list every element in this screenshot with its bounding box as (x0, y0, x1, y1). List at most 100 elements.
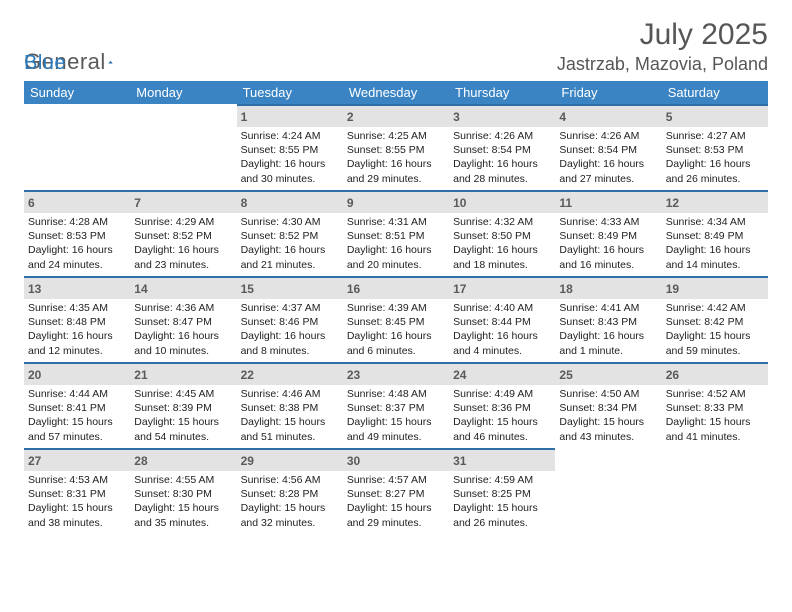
day-header: Friday (555, 81, 661, 104)
calendar-cell: 28Sunrise: 4:55 AMSunset: 8:30 PMDayligh… (130, 448, 236, 534)
day-info: Sunrise: 4:52 AMSunset: 8:33 PMDaylight:… (666, 387, 764, 444)
day-number-row: 10 (449, 192, 555, 213)
day-info: Sunrise: 4:46 AMSunset: 8:38 PMDaylight:… (241, 387, 339, 444)
day-number: 9 (347, 196, 354, 210)
day-number: 6 (28, 196, 35, 210)
calendar-cell: 26Sunrise: 4:52 AMSunset: 8:33 PMDayligh… (662, 362, 768, 448)
day-number-row: 30 (343, 450, 449, 471)
day-number-row: 5 (662, 106, 768, 127)
calendar-cell (555, 448, 661, 534)
day-number: 3 (453, 110, 460, 124)
day-number-row: 31 (449, 450, 555, 471)
day-info: Sunrise: 4:44 AMSunset: 8:41 PMDaylight:… (28, 387, 126, 444)
calendar-cell: 13Sunrise: 4:35 AMSunset: 8:48 PMDayligh… (24, 276, 130, 362)
day-number-row: 8 (237, 192, 343, 213)
day-number: 2 (347, 110, 354, 124)
day-header: Thursday (449, 81, 555, 104)
day-info: Sunrise: 4:29 AMSunset: 8:52 PMDaylight:… (134, 215, 232, 272)
calendar-cell: 21Sunrise: 4:45 AMSunset: 8:39 PMDayligh… (130, 362, 236, 448)
day-number: 29 (241, 454, 254, 468)
calendar-cell: 22Sunrise: 4:46 AMSunset: 8:38 PMDayligh… (237, 362, 343, 448)
day-number: 16 (347, 282, 360, 296)
calendar-cell: 23Sunrise: 4:48 AMSunset: 8:37 PMDayligh… (343, 362, 449, 448)
day-number-row: 21 (130, 364, 236, 385)
calendar-cell: 14 Sunrise: 4:36 AMSunset: 8:47 PMDayligh… (130, 276, 236, 362)
day-info: Sunrise: 4:49 AMSunset: 8:36 PMDaylight:… (453, 387, 551, 444)
day-header: Wednesday (343, 81, 449, 104)
day-info: Sunrise: 4:56 AMSunset: 8:28 PMDaylight:… (241, 473, 339, 530)
day-number-row: 28 (130, 450, 236, 471)
day-number: 11 (559, 196, 572, 210)
day-number-row: 18 (555, 278, 661, 299)
day-number-row: 22 (237, 364, 343, 385)
calendar-cell: 6 Sunrise: 4:28 AMSunset: 8:53 PMDaylight… (24, 190, 130, 276)
day-number-row: 19 (662, 278, 768, 299)
day-info: Sunrise: 4:36 AMSunset: 8:47 PMDaylight:… (134, 301, 232, 358)
day-info: Sunrise: 4:28 AMSunset: 8:53 PMDaylight:… (28, 215, 126, 272)
day-info: Sunrise: 4:24 AMSunset: 8:55 PMDaylight:… (241, 129, 339, 186)
calendar-cell: 31Sunrise: 4:59 AMSunset: 8:25 PMDayligh… (449, 448, 555, 534)
day-info: Sunrise: 4:39 AMSunset: 8:45 PMDaylight:… (347, 301, 445, 358)
calendar-cell: 2 Sunrise: 4:25 AMSunset: 8:55 PMDaylight… (343, 104, 449, 190)
calendar-cell (130, 104, 236, 190)
calendar-cell: 4 Sunrise: 4:26 AMSunset: 8:54 PMDaylight… (555, 104, 661, 190)
calendar-body: 1Sunrise: 4:24 AMSunset: 8:55 PMDaylight… (24, 104, 768, 534)
calendar-cell: 17Sunrise: 4:40 AMSunset: 8:44 PMDayligh… (449, 276, 555, 362)
day-info: Sunrise: 4:31 AMSunset: 8:51 PMDaylight:… (347, 215, 445, 272)
calendar-page: General July 2025 Jastrzab, Mazovia, Pol… (0, 0, 792, 612)
calendar-row: 6 Sunrise: 4:28 AMSunset: 8:53 PMDaylight… (24, 190, 768, 276)
day-info: Sunrise: 4:32 AMSunset: 8:50 PMDaylight:… (453, 215, 551, 272)
calendar-row: 20 Sunrise: 4:44 AMSunset: 8:41 PMDayligh… (24, 362, 768, 448)
day-info: Sunrise: 4:59 AMSunset: 8:25 PMDaylight:… (453, 473, 551, 530)
calendar-cell: 3Sunrise: 4:26 AMSunset: 8:54 PMDaylight… (449, 104, 555, 190)
calendar-cell: 20 Sunrise: 4:44 AMSunset: 8:41 PMDayligh… (24, 362, 130, 448)
day-info: Sunrise: 4:25 AMSunset: 8:55 PMDaylight:… (347, 129, 445, 186)
day-number-row: 7 (130, 192, 236, 213)
day-number: 14 (134, 282, 147, 296)
day-info: Sunrise: 4:55 AMSunset: 8:30 PMDaylight:… (134, 473, 232, 530)
day-number: 25 (559, 368, 572, 382)
calendar-cell: 27Sunrise: 4:53 AMSunset: 8:31 PMDayligh… (24, 448, 130, 534)
calendar-cell: 25Sunrise: 4:50 AMSunset: 8:34 PMDayligh… (555, 362, 661, 448)
day-number: 4 (559, 110, 566, 124)
day-number-row: 9 (343, 192, 449, 213)
calendar-cell: 1Sunrise: 4:24 AMSunset: 8:55 PMDaylight… (237, 104, 343, 190)
day-number-row: 24 (449, 364, 555, 385)
day-header: Sunday (24, 81, 130, 104)
day-number-row: 27 (24, 450, 130, 471)
day-number: 30 (347, 454, 360, 468)
day-number-row: 6 (24, 192, 130, 213)
day-number-row: 11 (555, 192, 661, 213)
calendar-cell: 9 Sunrise: 4:31 AMSunset: 8:51 PMDaylight… (343, 190, 449, 276)
calendar-cell: 16 Sunrise: 4:39 AMSunset: 8:45 PMDayligh… (343, 276, 449, 362)
calendar-cell: 7Sunrise: 4:29 AMSunset: 8:52 PMDaylight… (130, 190, 236, 276)
day-info: Sunrise: 4:41 AMSunset: 8:43 PMDaylight:… (559, 301, 657, 358)
calendar-table: SundayMondayTuesdayWednesdayThursdayFrid… (24, 81, 768, 534)
day-number-row: 13 (24, 278, 130, 299)
day-number: 21 (134, 368, 147, 382)
title-block: July 2025 Jastrzab, Mazovia, Poland (557, 18, 768, 75)
day-number: 20 (28, 368, 41, 382)
day-info: Sunrise: 4:34 AMSunset: 8:49 PMDaylight:… (666, 215, 764, 272)
day-number-row: 20 (24, 364, 130, 385)
header: General July 2025 Jastrzab, Mazovia, Pol… (24, 18, 768, 75)
calendar-row: 27Sunrise: 4:53 AMSunset: 8:31 PMDayligh… (24, 448, 768, 534)
calendar-cell: 18Sunrise: 4:41 AMSunset: 8:43 PMDayligh… (555, 276, 661, 362)
day-number: 13 (28, 282, 41, 296)
day-info: Sunrise: 4:33 AMSunset: 8:49 PMDaylight:… (559, 215, 657, 272)
day-info: Sunrise: 4:48 AMSunset: 8:37 PMDaylight:… (347, 387, 445, 444)
day-info: Sunrise: 4:40 AMSunset: 8:44 PMDaylight:… (453, 301, 551, 358)
day-info: Sunrise: 4:26 AMSunset: 8:54 PMDaylight:… (559, 129, 657, 186)
calendar-cell: 15Sunrise: 4:37 AMSunset: 8:46 PMDayligh… (237, 276, 343, 362)
day-info: Sunrise: 4:37 AMSunset: 8:46 PMDaylight:… (241, 301, 339, 358)
day-number-row: 29 (237, 450, 343, 471)
day-number-row: 15 (237, 278, 343, 299)
calendar-cell: 12Sunrise: 4:34 AMSunset: 8:49 PMDayligh… (662, 190, 768, 276)
day-number-row: 3 (449, 106, 555, 127)
calendar-cell: 30Sunrise: 4:57 AMSunset: 8:27 PMDayligh… (343, 448, 449, 534)
calendar-cell: 29 Sunrise: 4:56 AMSunset: 8:28 PMDayligh… (237, 448, 343, 534)
day-number: 10 (453, 196, 466, 210)
day-number-row: 2 (343, 106, 449, 127)
day-number: 19 (666, 282, 679, 296)
calendar-cell: 8Sunrise: 4:30 AMSunset: 8:52 PMDaylight… (237, 190, 343, 276)
